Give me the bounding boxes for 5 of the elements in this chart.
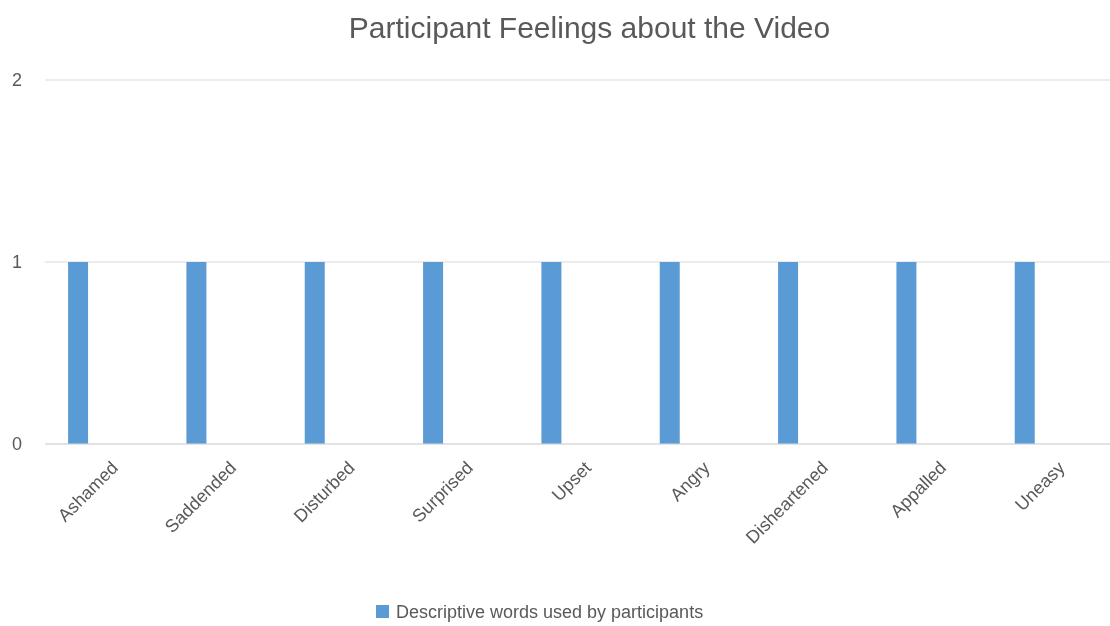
legend-label: Descriptive words used by participants bbox=[396, 602, 704, 623]
chart-title: Participant Feelings about the Video bbox=[348, 11, 831, 44]
y-tick-label: 0 bbox=[11, 434, 22, 455]
y-tick-label: 2 bbox=[11, 70, 22, 91]
y-tick-label: 1 bbox=[11, 252, 22, 273]
